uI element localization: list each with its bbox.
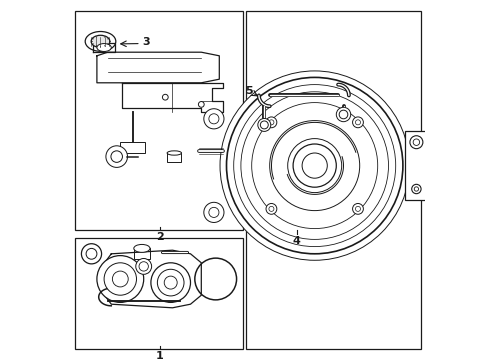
Circle shape xyxy=(208,114,219,124)
Circle shape xyxy=(220,71,408,260)
Circle shape xyxy=(226,77,402,254)
Circle shape xyxy=(352,117,363,128)
Text: 2: 2 xyxy=(156,232,163,242)
Bar xyxy=(167,153,181,162)
Circle shape xyxy=(260,121,268,129)
Text: 3: 3 xyxy=(142,37,149,48)
Circle shape xyxy=(151,263,190,302)
Text: 1: 1 xyxy=(156,351,163,360)
Circle shape xyxy=(413,187,418,191)
Circle shape xyxy=(157,269,183,296)
Circle shape xyxy=(336,107,350,122)
Bar xyxy=(404,131,427,200)
Circle shape xyxy=(302,153,326,178)
Circle shape xyxy=(162,94,168,100)
Circle shape xyxy=(265,117,276,128)
Bar xyxy=(75,11,242,230)
Bar xyxy=(246,11,420,349)
Text: 5: 5 xyxy=(245,86,252,96)
Circle shape xyxy=(136,258,151,274)
Circle shape xyxy=(106,146,127,167)
Circle shape xyxy=(203,202,224,222)
Bar xyxy=(134,248,149,259)
Circle shape xyxy=(355,206,360,211)
Bar xyxy=(120,142,145,153)
Polygon shape xyxy=(97,52,219,83)
Ellipse shape xyxy=(167,151,181,155)
Circle shape xyxy=(412,139,419,145)
Circle shape xyxy=(112,271,128,287)
Text: 4: 4 xyxy=(292,236,300,246)
Polygon shape xyxy=(101,250,201,308)
Circle shape xyxy=(164,276,177,289)
Circle shape xyxy=(339,110,347,119)
Circle shape xyxy=(411,184,420,194)
Circle shape xyxy=(86,248,97,259)
Circle shape xyxy=(355,120,360,125)
Circle shape xyxy=(257,118,270,131)
Polygon shape xyxy=(122,83,223,112)
Circle shape xyxy=(208,207,219,217)
Circle shape xyxy=(268,206,273,211)
Ellipse shape xyxy=(97,44,111,51)
Ellipse shape xyxy=(91,35,110,48)
Circle shape xyxy=(409,136,422,149)
Circle shape xyxy=(198,102,204,107)
Circle shape xyxy=(81,244,102,264)
Ellipse shape xyxy=(134,244,150,252)
Circle shape xyxy=(265,203,276,214)
Polygon shape xyxy=(93,43,115,52)
Circle shape xyxy=(203,109,224,129)
Ellipse shape xyxy=(85,31,116,51)
Circle shape xyxy=(268,120,273,125)
Circle shape xyxy=(97,256,143,302)
Circle shape xyxy=(292,144,336,187)
Bar xyxy=(75,238,242,349)
Circle shape xyxy=(139,262,148,271)
Circle shape xyxy=(352,203,363,214)
Circle shape xyxy=(111,151,122,162)
Circle shape xyxy=(104,263,136,295)
